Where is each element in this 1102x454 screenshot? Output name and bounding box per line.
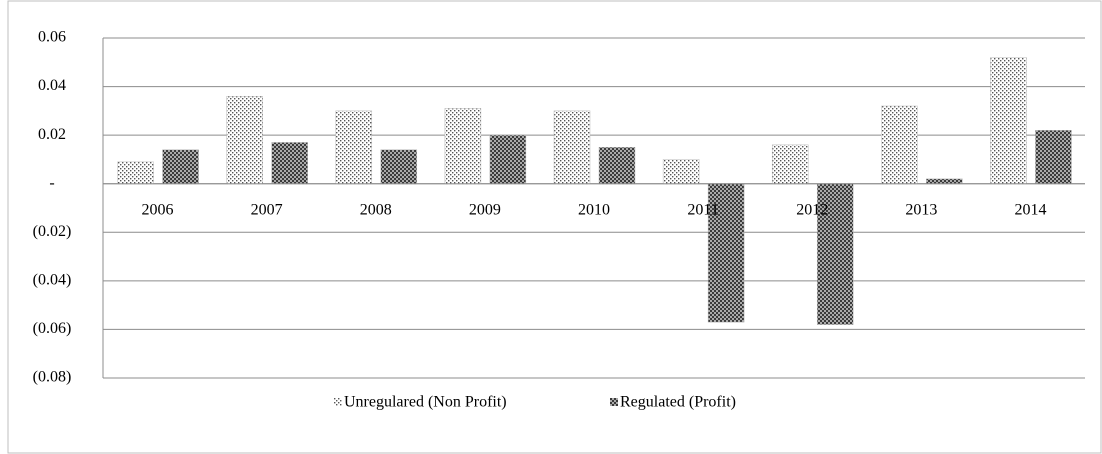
x-tick-label: 2006 [142, 201, 174, 218]
chart-frame [7, 0, 1102, 454]
legend-swatch [334, 398, 342, 406]
bar [816, 183, 854, 325]
x-tick-label: 2009 [469, 201, 501, 218]
legend-swatch [610, 398, 618, 406]
bar [1035, 130, 1072, 184]
legend-label: Regulated (Profit) [620, 394, 736, 411]
y-tick-label: 0.02 [38, 126, 66, 143]
y-tick-label: - [49, 174, 54, 191]
bar [117, 161, 154, 184]
bar [162, 149, 199, 184]
x-tick-label: 2010 [578, 201, 610, 218]
bar [226, 96, 263, 184]
bar [662, 159, 700, 184]
x-tick-label: 2014 [1014, 201, 1046, 218]
bar [881, 105, 918, 184]
bar [489, 134, 527, 184]
y-tick-label: 0.06 [38, 29, 66, 46]
x-tick-label: 2011 [687, 201, 718, 218]
x-tick-label: 2008 [360, 201, 392, 218]
y-tick-label: 0.04 [38, 77, 66, 94]
bar [271, 142, 308, 184]
y-tick-label: (0.08) [33, 369, 72, 386]
bar [926, 178, 963, 184]
bar [444, 108, 482, 184]
bar [707, 183, 745, 323]
bar [598, 147, 636, 184]
legend-label: Unregulared (Non Profit) [344, 394, 507, 411]
bar [771, 144, 809, 184]
y-tick-label: (0.02) [33, 223, 72, 240]
bar [380, 149, 418, 184]
y-tick-label: (0.04) [33, 272, 72, 289]
x-tick-label: 2013 [905, 201, 937, 218]
bar [990, 57, 1027, 184]
x-tick-label: 2012 [796, 201, 828, 218]
bar [553, 110, 591, 184]
y-tick-label: (0.06) [33, 320, 72, 337]
bar [335, 110, 373, 184]
x-tick-label: 2007 [251, 201, 283, 218]
